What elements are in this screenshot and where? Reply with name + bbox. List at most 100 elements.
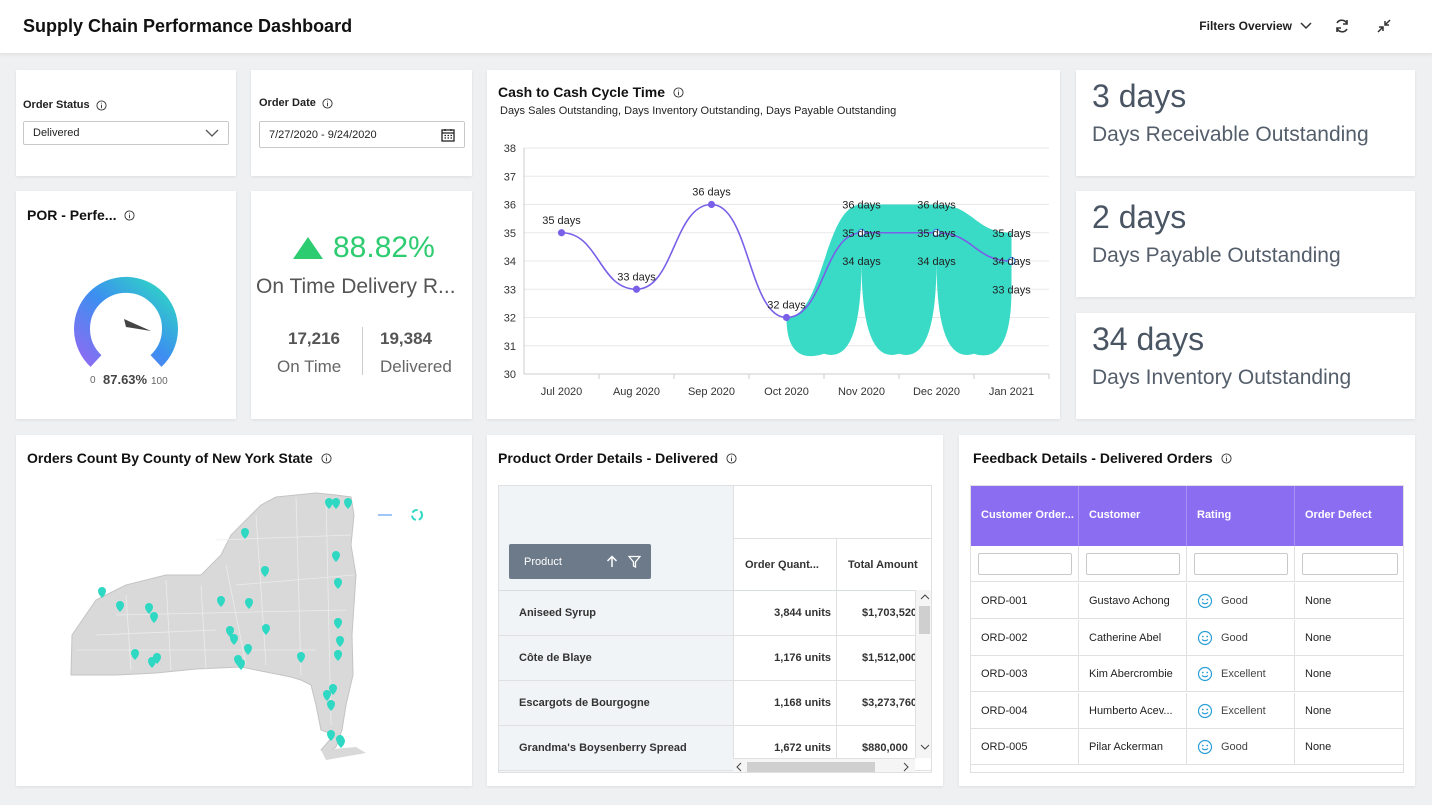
map-pin-icon[interactable] bbox=[334, 578, 342, 589]
vertical-scroll-thumb[interactable] bbox=[919, 606, 930, 634]
scroll-down-icon[interactable] bbox=[920, 744, 930, 750]
defect-cell: None bbox=[1295, 583, 1403, 619]
table-row[interactable]: ORD-003 Kim Abercrombie Excellent None bbox=[971, 656, 1403, 692]
map-pin-icon[interactable] bbox=[237, 659, 245, 670]
data-label: 35 days bbox=[542, 215, 581, 227]
refresh-button[interactable] bbox=[1330, 14, 1354, 38]
table-row[interactable]: Aniseed Syrup 3,844 units $1,703,520 bbox=[499, 591, 931, 636]
qty-column-header[interactable]: Order Quant... bbox=[745, 559, 819, 571]
por-gauge bbox=[74, 276, 178, 367]
map-pin-icon[interactable] bbox=[98, 587, 106, 598]
kpi-value: 34 days bbox=[1092, 321, 1205, 357]
map-pin-icon[interactable] bbox=[131, 649, 139, 660]
map-pin-icon[interactable] bbox=[226, 626, 234, 637]
customer-cell: Humberto Acev... bbox=[1079, 692, 1187, 729]
rating-cell: Excellent bbox=[1187, 656, 1295, 692]
data-label: 32 days bbox=[767, 300, 806, 312]
map-pin-icon[interactable] bbox=[150, 612, 158, 623]
amount-column-header[interactable]: Total Amount bbox=[848, 559, 918, 571]
map-pin-icon[interactable] bbox=[262, 624, 270, 635]
filter-icon[interactable] bbox=[628, 555, 641, 568]
rating-text: Good bbox=[1221, 741, 1248, 753]
map-pin-icon[interactable] bbox=[241, 528, 249, 539]
feedback-title-wrap: Feedback Details - Delivered Orders bbox=[973, 450, 1232, 466]
feedback-column-header[interactable]: Order Defect bbox=[1295, 486, 1403, 546]
column-filter-input[interactable] bbox=[1302, 553, 1398, 575]
map-pin-icon[interactable] bbox=[344, 498, 352, 509]
map-pin-icon[interactable] bbox=[230, 634, 238, 645]
map-pin-icon[interactable] bbox=[337, 737, 345, 748]
column-filter-input[interactable] bbox=[1194, 553, 1288, 575]
map-pins bbox=[98, 498, 352, 748]
y-tick-label: 31 bbox=[504, 341, 516, 353]
data-label: 35 days bbox=[917, 228, 956, 240]
vertical-scrollbar[interactable] bbox=[915, 590, 931, 758]
data-label: 36 days bbox=[692, 187, 731, 199]
y-tick-label: 35 bbox=[504, 228, 516, 240]
order-status-select[interactable]: Delivered bbox=[23, 121, 229, 145]
map-pin-icon[interactable] bbox=[327, 700, 335, 711]
x-tick-label: Nov 2020 bbox=[838, 386, 885, 398]
kpi-label: Days Receivable Outstanding bbox=[1092, 123, 1369, 146]
order-cell: ORD-005 bbox=[971, 729, 1079, 765]
table-row[interactable]: Grandma's Boysenberry Spread 1,672 units $… bbox=[499, 726, 931, 771]
order-status-label-wrap: Order Status bbox=[23, 99, 107, 111]
table-row[interactable]: ORD-001 Gustavo Achong Good None bbox=[971, 583, 1403, 619]
divider bbox=[362, 327, 363, 375]
map-pin-icon[interactable] bbox=[145, 603, 153, 614]
c2c-title: Cash to Cash Cycle Time bbox=[498, 84, 666, 100]
horizontal-scrollbar[interactable] bbox=[733, 758, 915, 772]
map-pin-icon[interactable] bbox=[153, 653, 161, 664]
sort-asc-icon[interactable] bbox=[606, 555, 618, 568]
kpi-value: 2 days bbox=[1092, 199, 1187, 235]
y-tick-label: 32 bbox=[504, 313, 516, 325]
column-filter-input[interactable] bbox=[1086, 553, 1180, 575]
map-pin-icon[interactable] bbox=[244, 644, 252, 655]
amount-cell: $3,273,760 bbox=[862, 697, 915, 709]
order-date-picker[interactable]: 7/27/2020 - 9/24/2020 bbox=[259, 121, 465, 148]
product-title: Product Order Details - Delivered bbox=[498, 450, 719, 466]
map-pin-icon[interactable] bbox=[332, 498, 340, 509]
feedback-column-header[interactable]: Customer Order... bbox=[971, 486, 1079, 546]
scroll-up-icon[interactable] bbox=[920, 594, 930, 600]
filters-overview-button[interactable]: Filters Overview bbox=[1199, 19, 1312, 33]
scroll-left-icon[interactable] bbox=[736, 762, 742, 772]
data-point bbox=[707, 200, 716, 209]
feedback-card: Feedback Details - Delivered Orders Cust… bbox=[959, 435, 1415, 786]
map-pin-icon[interactable] bbox=[334, 618, 342, 629]
table-row[interactable]: ORD-002 Catherine Abel Good None bbox=[971, 619, 1403, 656]
map-pin-icon[interactable] bbox=[245, 598, 253, 609]
map-pin-icon[interactable] bbox=[297, 652, 305, 663]
amount-cell: $880,000 bbox=[862, 742, 908, 754]
map-pin-icon[interactable] bbox=[334, 650, 342, 661]
table-row[interactable]: Côte de Blaye 1,176 units $1,512,000 bbox=[499, 636, 931, 681]
map-pin-icon[interactable] bbox=[327, 730, 335, 741]
map-pin-icon[interactable] bbox=[336, 636, 344, 647]
collapse-button[interactable] bbox=[1372, 14, 1396, 38]
map-pin-icon[interactable] bbox=[116, 601, 124, 612]
product-title-wrap: Product Order Details - Delivered bbox=[498, 450, 737, 466]
feedback-column-header[interactable]: Rating bbox=[1187, 486, 1295, 546]
map-pin-icon[interactable] bbox=[332, 551, 340, 562]
qty-cell: 1,168 units bbox=[774, 697, 831, 709]
data-point bbox=[932, 228, 941, 237]
map-pin-icon[interactable] bbox=[329, 684, 337, 695]
rating-cell: Excellent bbox=[1187, 692, 1295, 729]
table-row[interactable]: ORD-005 Pilar Ackerman Good None bbox=[971, 729, 1403, 765]
map-pin-icon[interactable] bbox=[217, 596, 225, 607]
order-date-label-wrap: Order Date bbox=[259, 97, 333, 109]
map-pin-icon[interactable] bbox=[325, 498, 333, 509]
y-tick-label: 38 bbox=[504, 143, 516, 155]
table-row[interactable]: ORD-004 Humberto Acev... Excellent None bbox=[971, 692, 1403, 729]
order-cell: ORD-002 bbox=[971, 619, 1079, 656]
scroll-right-icon[interactable] bbox=[903, 762, 909, 772]
column-filter-input[interactable] bbox=[978, 553, 1072, 575]
table-row[interactable]: Escargots de Bourgogne 1,168 units $3,273,… bbox=[499, 681, 931, 726]
product-column-chip[interactable]: Product bbox=[509, 544, 651, 579]
map-pin-icon[interactable] bbox=[323, 690, 331, 701]
arrow-up-icon bbox=[293, 237, 323, 259]
map-pin-icon[interactable] bbox=[261, 566, 269, 577]
horizontal-scroll-thumb[interactable] bbox=[747, 762, 875, 772]
order-date-label: Order Date bbox=[259, 97, 316, 109]
feedback-column-header[interactable]: Customer bbox=[1079, 486, 1187, 546]
